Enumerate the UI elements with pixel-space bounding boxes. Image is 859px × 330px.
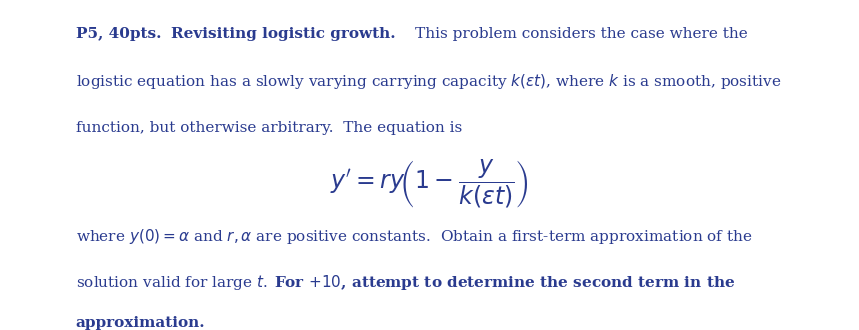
Text: function, but otherwise arbitrary.  The equation is: function, but otherwise arbitrary. The e… (76, 121, 462, 135)
Text: where $y(0) = \alpha$ and $r, \alpha$ are positive constants.  Obtain a first-te: where $y(0) = \alpha$ and $r, \alpha$ ar… (76, 227, 752, 246)
Text: This problem considers the case where the: This problem considers the case where th… (395, 27, 748, 41)
Text: Revisiting logistic growth.: Revisiting logistic growth. (171, 27, 395, 41)
Text: solution valid for large $t$.: solution valid for large $t$. (76, 273, 267, 292)
Text: P5, 40pts.: P5, 40pts. (76, 27, 161, 41)
Text: For $+10$, attempt to determine the second term in the: For $+10$, attempt to determine the seco… (274, 273, 735, 292)
Text: approximation.: approximation. (76, 316, 205, 330)
Text: $y' = ry\!\left(1 - \dfrac{y}{k(\epsilon t)}\right)$: $y' = ry\!\left(1 - \dfrac{y}{k(\epsilon… (330, 157, 529, 210)
Text: logistic equation has a slowly varying carrying capacity $k(\epsilon t)$, where : logistic equation has a slowly varying c… (76, 72, 781, 91)
